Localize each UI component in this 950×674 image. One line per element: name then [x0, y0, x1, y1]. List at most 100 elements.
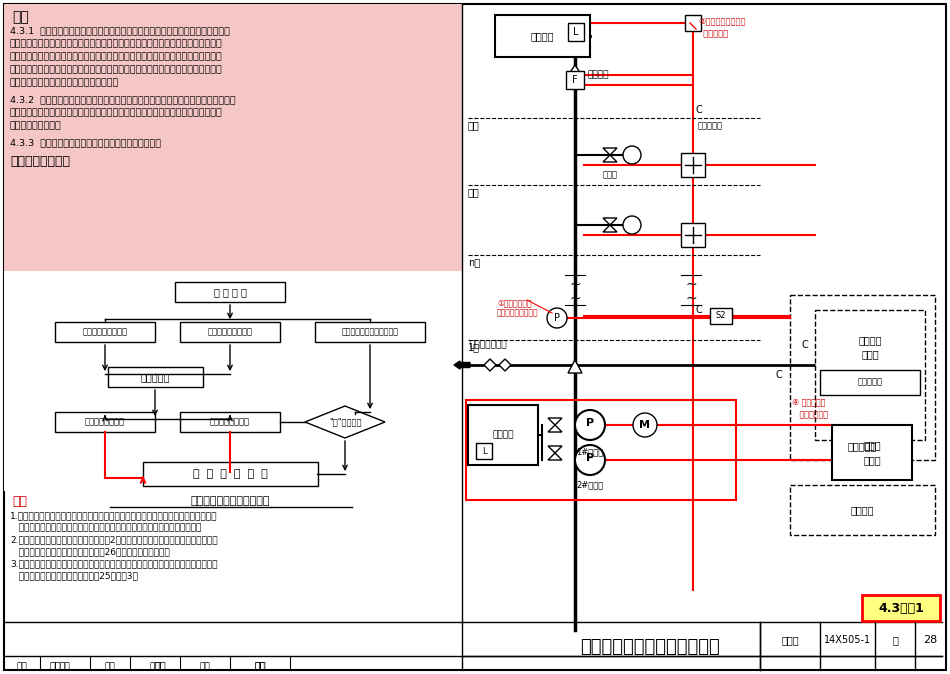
Text: 压力开关连锁启泵线: 压力开关连锁启泵线 [497, 308, 539, 317]
Text: 连接至设置在消防控制室内的消防联动控制器的手动控制盘，并应直接手动控制消火: 连接至设置在消防控制室内的消防联动控制器的手动控制盘，并应直接手动控制消火 [10, 108, 222, 117]
Text: C: C [696, 305, 703, 315]
Text: 按钮专用线路: 按钮专用线路 [792, 410, 828, 419]
Text: 设计: 设计 [200, 662, 210, 671]
Bar [55, 322, 155, 342]
Bar [180, 412, 280, 432]
Bar [566, 71, 584, 89]
Text: ~: ~ [569, 292, 580, 306]
Bar [55, 412, 155, 432]
Bar [107, 367, 202, 387]
Text: 栓泵的启动、停止。: 栓泵的启动、停止。 [10, 121, 62, 130]
Circle shape [623, 146, 641, 164]
Polygon shape [603, 218, 617, 225]
Text: 按钮时，消火栓按钮的动作信号应作为报警信号及启动消火栓泵的联动触发信号，由: 按钮时，消火栓按钮的动作信号应作为报警信号及启动消火栓泵的联动触发信号，由 [10, 65, 222, 74]
Text: 审核: 审核 [16, 662, 28, 671]
Text: 发 生 火 情: 发 生 火 情 [214, 287, 246, 297]
Text: C: C [696, 105, 703, 115]
Polygon shape [548, 446, 562, 453]
Text: 2#消防泵: 2#消防泵 [577, 480, 603, 489]
Polygon shape [548, 425, 562, 432]
Text: 条文: 条文 [12, 10, 28, 24]
Polygon shape [499, 359, 511, 371]
Text: 1.系统内出水干管上的低压压力开关、高位消防水箱出水管上的流量开关、报警阀压力: 1.系统内出水干管上的低压压力开关、高位消防水箱出水管上的流量开关、报警阀压力 [10, 511, 218, 520]
Bar [681, 153, 705, 177]
Text: F: F [572, 75, 578, 85]
FancyArrow shape [454, 361, 470, 369]
Text: ④ 启动、停止: ④ 启动、停止 [792, 397, 826, 406]
Text: 消  火  栓  泵  启  动: 消 火 栓 泵 启 动 [193, 469, 267, 479]
Circle shape [575, 445, 605, 475]
Text: 消火栓喷水: 消火栓喷水 [141, 372, 170, 382]
Text: 过输入模块接入总线（参考本图集第26页压力开关接线图）。: 过输入模块接入总线（参考本图集第26页压力开关接线图）。 [10, 547, 170, 556]
Bar [710, 308, 732, 324]
Text: 人员按下消火栓按钮: 人员按下消火栓按钮 [207, 328, 253, 336]
Bar [466, 400, 736, 500]
Text: 消火栓泵，联动控制不应受消防联动控制器处于自动或手动状态影响。当设置消火栓: 消火栓泵，联动控制不应受消防联动控制器处于自动或手动状态影响。当设置消火栓 [10, 52, 222, 61]
Circle shape [623, 216, 641, 234]
Text: C: C [776, 370, 783, 380]
Bar [681, 223, 705, 247]
Bar [468, 405, 538, 465]
Bar [476, 443, 492, 459]
Text: 连锁启泵线: 连锁启泵线 [698, 29, 729, 38]
Bar [862, 595, 940, 621]
Text: n层: n层 [468, 257, 480, 267]
Text: 控制柜: 控制柜 [864, 455, 881, 465]
Text: 1层: 1层 [468, 342, 480, 352]
Bar [815, 310, 925, 440]
Polygon shape [603, 148, 617, 155]
Text: ①出水干管低压: ①出水干管低压 [497, 298, 532, 307]
Text: 刘凯: 刘凯 [150, 662, 161, 671]
Bar [175, 282, 285, 302]
Polygon shape [603, 225, 617, 232]
Text: S2: S2 [715, 311, 726, 321]
Text: 14X505-1: 14X505-1 [825, 635, 871, 645]
Text: 校对: 校对 [104, 662, 115, 671]
Polygon shape [548, 418, 562, 425]
Text: ②高位水箱流量开关: ②高位水箱流量开关 [698, 17, 746, 26]
Text: ~: ~ [685, 292, 696, 306]
Text: 屋顶水箱: 屋顶水箱 [531, 31, 554, 41]
Text: ~: ~ [569, 278, 580, 292]
Text: 4.3.2  手动控制方式，应将消火栓泵控制箱（柜）的启动、停止按钮用专用线路直接: 4.3.2 手动控制方式，应将消火栓泵控制箱（柜）的启动、停止按钮用专用线路直接 [10, 95, 236, 104]
Text: 手动控制盘: 手动控制盘 [858, 377, 883, 386]
Text: P: P [586, 418, 594, 428]
Text: 汪浩: 汪浩 [255, 662, 265, 671]
Text: 28: 28 [922, 635, 937, 645]
Text: 控制器: 控制器 [862, 349, 879, 359]
Bar [685, 15, 701, 31]
Text: 消防控制室: 消防控制室 [847, 441, 877, 451]
Bar [568, 23, 584, 41]
Text: 4.3图示1: 4.3图示1 [878, 601, 924, 615]
Polygon shape [548, 453, 562, 460]
Text: 探测器或手动报警按钮报警: 探测器或手动报警按钮报警 [341, 328, 398, 336]
Text: 消防泵房: 消防泵房 [851, 505, 874, 515]
Text: M: M [639, 420, 651, 430]
Text: 2.设置的低压压力开关和流量开关应具有2副触点，一副用于直接连锁启泵，另一副通: 2.设置的低压压力开关和流量开关应具有2副触点，一副用于直接连锁启泵，另一副通 [10, 535, 218, 544]
Polygon shape [484, 359, 496, 371]
Text: 屋顶: 屋顶 [468, 120, 480, 130]
Polygon shape [603, 155, 617, 162]
Text: 条文说明（省略）: 条文说明（省略） [10, 155, 70, 168]
Text: 刘凯: 刘凯 [154, 660, 166, 670]
Text: 图集号: 图集号 [781, 635, 799, 645]
Text: P: P [586, 453, 594, 463]
Text: 汪浩: 汪浩 [255, 660, 266, 670]
Text: P: P [554, 313, 560, 323]
Text: 消火栓按钮: 消火栓按钮 [698, 121, 723, 130]
Bar [4, 271, 462, 491]
Text: 顶层: 顶层 [468, 187, 480, 197]
Text: 3.当建筑物内有火灾自动报警系统时，消火栓按钮应通过总线接至消防联动控制器，联: 3.当建筑物内有火灾自动报警系统时，消火栓按钮应通过总线接至消防联动控制器，联 [10, 559, 218, 568]
Text: L: L [573, 27, 579, 37]
Text: 消防水泵接合器: 消防水泵接合器 [470, 340, 507, 349]
Circle shape [633, 413, 657, 437]
Bar [142, 462, 317, 486]
Circle shape [547, 308, 567, 328]
Text: 消火栓: 消火栓 [602, 170, 618, 179]
Bar [180, 322, 280, 342]
Text: 孙兰: 孙兰 [60, 662, 70, 671]
Text: 消防水池: 消防水池 [492, 431, 514, 439]
Text: 湿式消火栓系统联动控制图示: 湿式消火栓系统联动控制图示 [580, 638, 720, 656]
Text: 湿式消火栓系统启泵流程图: 湿式消火栓系统启泵流程图 [190, 496, 270, 506]
Text: 提示: 提示 [12, 495, 27, 508]
